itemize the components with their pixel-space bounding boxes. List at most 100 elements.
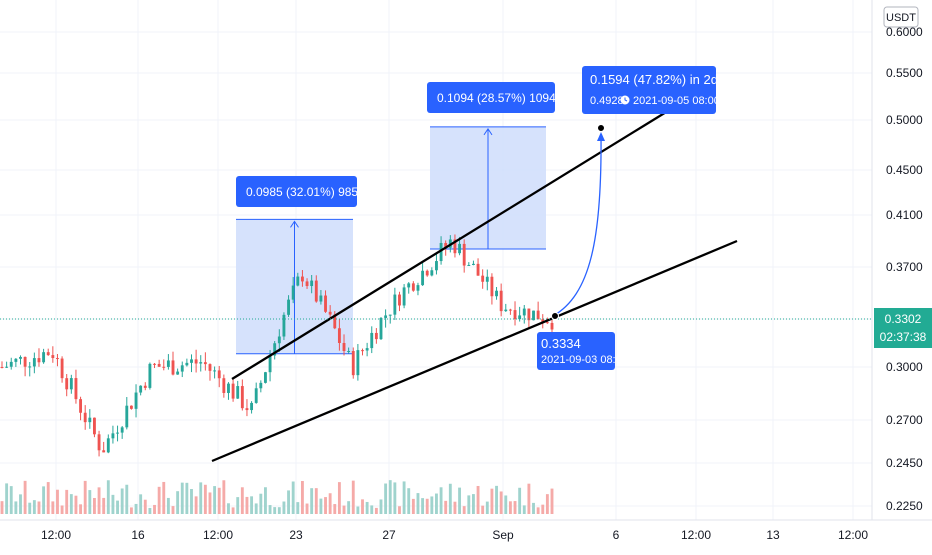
candle-body xyxy=(453,239,457,254)
upper-trendline[interactable] xyxy=(231,89,703,380)
candle-body xyxy=(536,310,540,320)
candle-body xyxy=(439,242,443,262)
volume-bar xyxy=(435,493,438,514)
candle-body xyxy=(458,243,461,254)
volume-bar xyxy=(458,487,461,514)
volume-bar xyxy=(430,496,434,514)
candle-body xyxy=(5,366,9,368)
volume-bar xyxy=(425,498,429,514)
y-tick-label: 0.2450 xyxy=(886,456,923,470)
y-tick-label: 0.4500 xyxy=(886,163,923,177)
volume-bar xyxy=(411,498,415,514)
y-tick-label: 0.4100 xyxy=(886,208,923,222)
currency-badge[interactable]: USDT xyxy=(883,6,919,28)
volume-bar xyxy=(499,491,503,514)
candle-body xyxy=(32,358,36,367)
candle-body xyxy=(51,355,55,359)
candle-body xyxy=(259,382,263,389)
projection-start-point[interactable] xyxy=(551,312,559,320)
volume-bar xyxy=(550,488,554,514)
candle-body xyxy=(384,315,388,318)
time-axis[interactable]: 12:00 16 12:00 23 27 Sep 6 12:00 13 12:00 xyxy=(0,519,932,550)
candle-body xyxy=(19,356,22,359)
volume-bar xyxy=(236,497,240,514)
measure-callout-2[interactable]: 0.1094 (28.57%) 1094 xyxy=(427,82,556,113)
measure-callout-1[interactable]: 0.0985 (32.01%) 985 xyxy=(236,176,358,207)
volume-bar xyxy=(74,495,78,514)
volume-bar xyxy=(513,501,517,514)
candle-body xyxy=(93,417,96,435)
measure-boxes[interactable] xyxy=(236,126,546,355)
volume-bar xyxy=(398,506,401,514)
candle-body xyxy=(444,242,448,248)
x-tick-label: 12:00 xyxy=(681,528,711,542)
x-tick-label: 23 xyxy=(289,528,303,542)
y-tick-label: 0.3700 xyxy=(886,260,923,274)
candle-body xyxy=(222,378,226,393)
projection-start-callout[interactable]: 0.3334 2021-09-03 08:00 xyxy=(537,332,628,370)
volume-bar xyxy=(69,494,73,514)
x-tick-label: 13 xyxy=(766,528,780,542)
volume-bar xyxy=(120,488,124,514)
candle-body xyxy=(393,294,397,315)
candle-body xyxy=(157,363,161,367)
volume-bar xyxy=(300,480,304,514)
candle-body xyxy=(56,358,59,360)
candle-body xyxy=(411,283,415,291)
candle-body xyxy=(250,402,254,411)
projection-target-point[interactable] xyxy=(597,124,605,132)
candle-body xyxy=(148,363,152,388)
candle-body xyxy=(374,332,378,340)
volume-bar xyxy=(310,488,314,514)
candle-body xyxy=(319,295,323,302)
candle-body xyxy=(541,319,545,323)
candle-body xyxy=(527,308,531,321)
candle-body xyxy=(120,427,124,433)
candle-body xyxy=(471,263,475,265)
volume-bar xyxy=(213,486,217,514)
candle-body xyxy=(88,417,92,423)
volume-bar xyxy=(106,480,110,514)
candle-body xyxy=(23,356,27,367)
candle-body xyxy=(28,366,32,368)
candle-body xyxy=(337,328,341,343)
volume-bar xyxy=(254,503,258,514)
candle-body xyxy=(268,355,272,373)
candle-body xyxy=(467,264,471,266)
candle-body xyxy=(430,270,434,276)
volume-bar xyxy=(65,489,69,514)
volume-bar xyxy=(83,480,87,514)
volume-bar xyxy=(374,507,378,514)
volume-bar xyxy=(296,502,300,514)
candle-body xyxy=(143,385,147,388)
volume-bar xyxy=(370,505,374,514)
candle-body xyxy=(208,364,212,371)
price-axis[interactable]: 0.22500.24500.27000.30000.33000.37000.41… xyxy=(871,0,932,520)
candle-body xyxy=(481,275,485,282)
candle-body xyxy=(485,276,489,282)
candle-body xyxy=(254,388,258,403)
projection-target-time: 2021-09-05 08:00 xyxy=(633,95,720,107)
volume-bar xyxy=(541,504,545,514)
volume-bar xyxy=(402,481,406,514)
volume-bar xyxy=(462,506,466,514)
projection-curve[interactable] xyxy=(552,133,602,317)
candle-body xyxy=(416,285,420,291)
candle-body xyxy=(550,322,554,330)
projection-arrowhead xyxy=(597,132,605,141)
projection-callout[interactable]: 0.1594 (47.82%) in 2d 0.4928 2021-09-05 … xyxy=(582,66,720,114)
volume-bar xyxy=(268,505,272,514)
candle-body xyxy=(162,366,166,368)
volume-bar xyxy=(250,496,254,514)
volume-bar xyxy=(190,489,193,514)
volume-bar xyxy=(245,496,249,514)
y-tick-label: 0.6000 xyxy=(886,25,923,39)
candle-body xyxy=(476,263,480,276)
lower-trendline[interactable] xyxy=(211,239,738,463)
trendlines[interactable] xyxy=(211,89,738,463)
volume-bar xyxy=(46,482,50,514)
volume-bar xyxy=(277,507,281,514)
candle-body xyxy=(347,350,351,352)
